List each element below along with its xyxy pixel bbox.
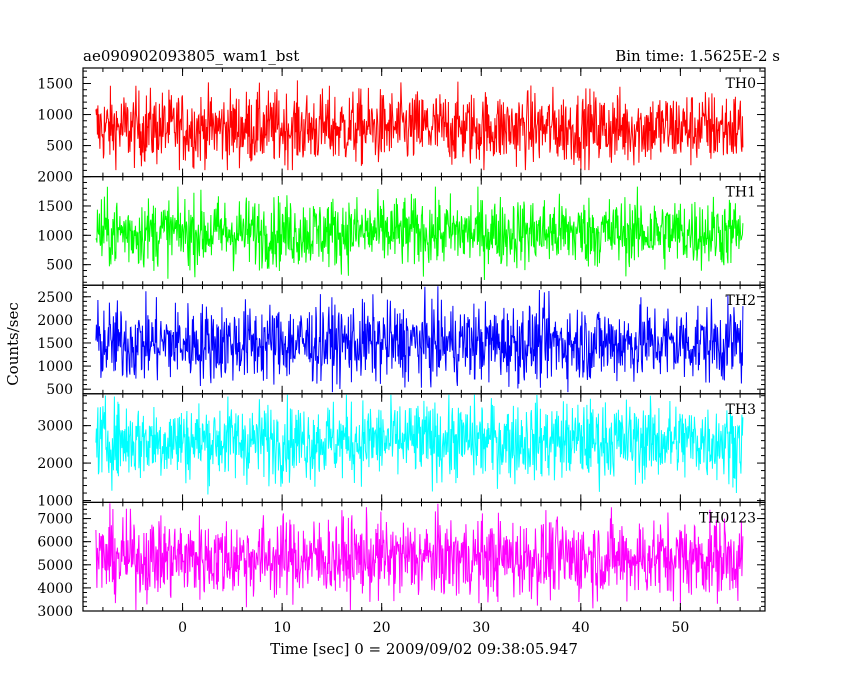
y-tick-label: 1000 bbox=[37, 494, 73, 510]
y-axis-label: Counts/sec bbox=[4, 302, 22, 386]
y-tick-label: 1000 bbox=[37, 108, 73, 124]
y-tick-label: 500 bbox=[46, 139, 73, 155]
panel-th3: 1000 2000 3000 TH3 bbox=[37, 393, 766, 510]
y-tick-label: 5000 bbox=[37, 558, 73, 574]
y-tick-label: 4000 bbox=[37, 581, 73, 597]
x-tick-label: 40 bbox=[572, 620, 590, 636]
y-tick-label: 2500 bbox=[37, 290, 73, 306]
y-tick-label: 1000 bbox=[37, 359, 73, 375]
panel-th2: 500 1000 1500 2000 2500 TH2 bbox=[37, 284, 766, 398]
panel-label: TH2 bbox=[726, 293, 756, 309]
y-tick-label: 1500 bbox=[37, 77, 73, 93]
x-tick-label: 10 bbox=[273, 620, 291, 636]
panel-th0: 500 1000 1500 TH0 bbox=[37, 67, 766, 178]
series-line-th0 bbox=[95, 80, 744, 171]
y-tick-label: 1500 bbox=[37, 336, 73, 352]
y-tick-label: 7000 bbox=[37, 512, 73, 528]
x-tick-label: 30 bbox=[472, 620, 490, 636]
series-line-th2 bbox=[95, 286, 744, 393]
panel-label: TH0123 bbox=[699, 510, 756, 526]
series-line-th0123 bbox=[95, 503, 744, 611]
panel-th0123: 3000 4000 5000 6000 7000 TH0123 bbox=[37, 501, 766, 620]
series-line-th1 bbox=[95, 186, 744, 281]
y-tick-label: 2000 bbox=[37, 456, 73, 472]
y-tick-label: 1500 bbox=[37, 199, 73, 215]
y-tick-label: 500 bbox=[46, 258, 73, 274]
y-tick-label: 2000 bbox=[37, 170, 73, 186]
x-tick-label: 50 bbox=[671, 620, 689, 636]
x-tick-label: 20 bbox=[373, 620, 391, 636]
panel-label: TH1 bbox=[726, 185, 756, 201]
chart-title: ae090902093805_wam1_bst bbox=[83, 47, 299, 65]
panel-label: TH3 bbox=[726, 402, 756, 418]
y-tick-label: 2000 bbox=[37, 313, 73, 329]
x-tick-label: 0 bbox=[178, 620, 187, 636]
y-tick-label: 6000 bbox=[37, 535, 73, 551]
y-tick-label: 500 bbox=[46, 382, 73, 398]
x-axis-label: Time [sec] 0 = 2009/09/02 09:38:05.947 bbox=[270, 640, 578, 658]
panel-label: TH0 bbox=[726, 76, 756, 92]
series-line-th3 bbox=[95, 394, 744, 495]
bin-time-label: Bin time: 1.5625E-2 s bbox=[615, 47, 780, 65]
y-tick-label: 1000 bbox=[37, 228, 73, 244]
panel-th1: 500 1000 1500 2000 TH1 bbox=[37, 170, 766, 286]
x-axis: 0 10 20 30 40 50 bbox=[178, 620, 689, 636]
y-tick-label: 3000 bbox=[37, 419, 73, 435]
panel-frame bbox=[82, 501, 766, 612]
y-tick-label: 3000 bbox=[37, 604, 73, 620]
